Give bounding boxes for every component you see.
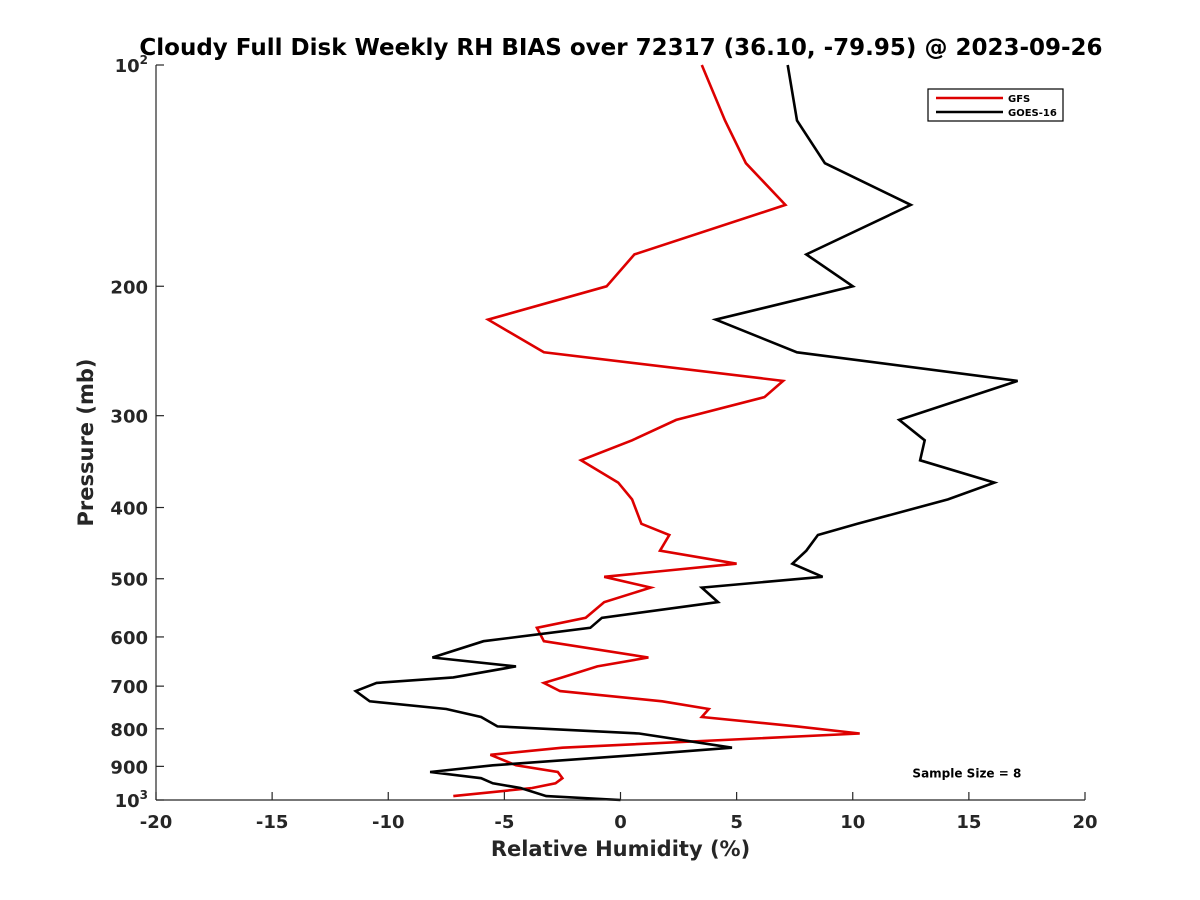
legend-entry: GOES-16	[1008, 108, 1057, 119]
y-tick-label: 400	[110, 499, 148, 520]
y-tick-label: 200	[110, 277, 148, 298]
x-axis-label: Relative Humidity (%)	[491, 837, 750, 861]
y-tick-label: 500	[110, 570, 148, 591]
chart-title: Cloudy Full Disk Weekly RH BIAS over 723…	[139, 35, 1102, 61]
y-tick-label: 900	[110, 757, 148, 778]
legend-entry: GFS	[1008, 94, 1030, 105]
x-tick-label: 20	[1072, 812, 1097, 833]
x-axis-ticks: -20 -15 -10 -5 0 5 10 15 20	[140, 792, 1098, 833]
y-tick-exponent: 2	[140, 53, 148, 67]
annotations: Sample Size = 8	[912, 766, 1021, 780]
sample-size-annotation: Sample Size = 8	[912, 766, 1021, 780]
y-tick-exponent: 3	[140, 788, 148, 802]
series-line-gfs	[453, 64, 860, 798]
x-tick-label: 15	[956, 812, 981, 833]
y-tick-base: 10	[115, 791, 140, 812]
x-tick-label: 0	[614, 812, 627, 833]
y-tick-label: 700	[110, 677, 148, 698]
y-tick-label: 102	[115, 53, 148, 77]
x-tick-label: -5	[494, 812, 514, 833]
x-tick-label: -10	[372, 812, 405, 833]
legend-box	[927, 88, 1064, 122]
x-tick-label: 10	[840, 812, 865, 833]
legend: GFS GOES-16	[927, 88, 1064, 122]
plot-area: -20 -15 -10 -5 0 5 10 15 20 10220030040050060070…	[110, 53, 1097, 833]
y-tick-label: 800	[110, 720, 148, 741]
x-tick-label: -20	[140, 812, 173, 833]
y-tick-label: 600	[110, 628, 148, 649]
y-axis-label: Pressure (mb)	[74, 359, 98, 527]
x-tick-label: 5	[730, 812, 743, 833]
y-tick-base: 10	[115, 56, 140, 77]
y-tick-label: 300	[110, 407, 148, 428]
y-tick-label: 103	[115, 788, 148, 812]
series-line-goes-16	[353, 64, 1019, 802]
x-tick-label: -15	[256, 812, 289, 833]
series-layer	[353, 64, 1019, 802]
